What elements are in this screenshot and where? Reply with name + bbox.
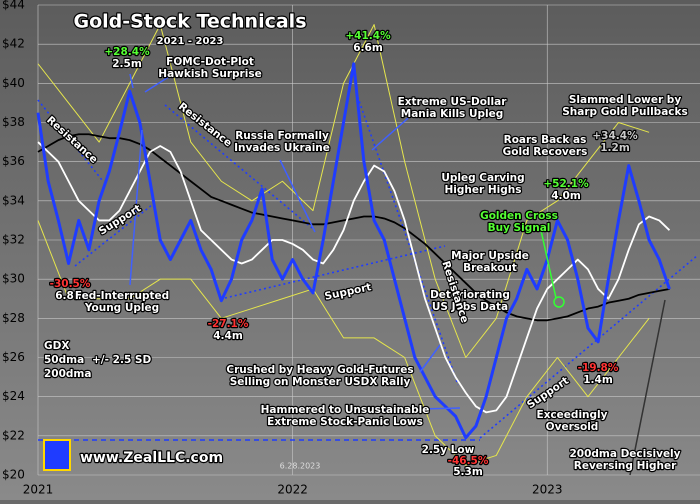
y-tick-label: $32 xyxy=(2,233,25,247)
annotation: Hammered to Unsustainable xyxy=(261,404,430,416)
trend-line xyxy=(164,104,313,229)
golden-cross-marker xyxy=(553,296,565,308)
arrow xyxy=(129,129,143,286)
trend-line xyxy=(37,99,103,181)
annotation: 4.0m xyxy=(551,190,581,202)
annotation: Gold Recovers xyxy=(503,146,588,158)
legend-label: 50dma xyxy=(44,354,84,366)
annotation: 1.4m xyxy=(583,374,613,386)
y-tick-label: $26 xyxy=(2,350,25,364)
x-tick-label: 2021 xyxy=(23,483,54,497)
legend-label: 200dma xyxy=(44,368,91,380)
annotation: -27.1% xyxy=(208,318,249,330)
annotation: 2.5m xyxy=(112,58,142,70)
date: 6.28.2023 xyxy=(280,462,321,471)
arrow xyxy=(379,407,461,411)
arrow xyxy=(371,111,416,151)
annotation: 1.2m xyxy=(600,142,630,154)
y-tick-label: $36 xyxy=(2,154,25,168)
annotation: US Jobs Data xyxy=(432,301,508,313)
site: www.ZealLLC.com xyxy=(80,450,223,466)
annotation: Sharp Gold Pullbacks xyxy=(562,106,688,118)
annotation: Extreme US-Dollar xyxy=(398,96,508,108)
annotation: 2.5y Low xyxy=(422,444,475,456)
annotation: Invades Ukraine xyxy=(234,142,330,154)
annotation: Mania Kills Upleg xyxy=(401,108,503,120)
y-tick-label: $28 xyxy=(2,311,25,325)
annotation: -19.8% xyxy=(578,362,619,374)
y-tick-label: $24 xyxy=(2,389,25,403)
logo xyxy=(43,439,71,471)
y-tick-label: $44 xyxy=(2,0,25,12)
arrows xyxy=(129,73,666,476)
y-tick-label: $38 xyxy=(2,115,25,129)
legend-label: +/- 2.5 SD xyxy=(92,354,151,366)
annotation: Crushed by Heavy Gold-Futures xyxy=(226,364,413,376)
annotation: -46.5% xyxy=(448,455,489,467)
annotation: Deteriorating xyxy=(430,289,510,301)
chart-title: Gold-Stock Technicals xyxy=(73,11,306,33)
arrow xyxy=(419,344,441,373)
annotation: Russia Formally xyxy=(235,130,329,142)
chart-subtitle: 2021 - 2023 xyxy=(157,36,224,47)
annotation: +28.4% xyxy=(104,46,150,58)
arrow xyxy=(539,225,557,299)
arrow xyxy=(629,299,666,476)
x-tick-label: 2023 xyxy=(532,483,563,497)
annotation: Exceedingly xyxy=(537,409,608,421)
annotation: Major Upside xyxy=(451,250,529,262)
annotation: Higher Highs xyxy=(445,184,522,196)
annotation: +52.1% xyxy=(543,178,589,190)
annotation: Fed-Interrupted xyxy=(75,290,169,302)
series-line xyxy=(36,62,671,440)
annotation: FOMC-Dot-Plot xyxy=(166,56,254,68)
band-upper xyxy=(37,24,650,358)
y-tick-label: $22 xyxy=(2,428,25,442)
arrow xyxy=(129,73,134,89)
legend-label: GDX xyxy=(44,340,69,352)
annotation: Upleg Carving xyxy=(441,172,524,184)
y-tick-label: $42 xyxy=(2,37,25,51)
annotation: Oversold xyxy=(546,421,599,433)
annotation: 4.4m xyxy=(213,330,243,342)
annotation: Golden Cross xyxy=(480,210,558,222)
y-tick-label: $20 xyxy=(2,468,25,482)
annotation: Slammed Lower by xyxy=(569,94,681,106)
trend-lines xyxy=(37,91,699,441)
annotation: Selling on Monster USDX Rally xyxy=(230,376,411,388)
arrow xyxy=(279,159,316,233)
trend-line xyxy=(74,204,153,267)
annotation: Buy Signal xyxy=(488,222,551,234)
band-lower xyxy=(37,220,650,466)
annotation: 200dma Decisively xyxy=(569,448,680,460)
annotation: Extreme Stock-Panic Lows xyxy=(267,416,423,428)
y-tick-label: $30 xyxy=(2,272,25,286)
annotation: Young Upleg xyxy=(84,302,159,314)
y-tick-label: $34 xyxy=(2,193,25,207)
x-tick-label: 2022 xyxy=(277,483,308,497)
series-line xyxy=(37,141,671,414)
annotation: +41.4% xyxy=(345,30,391,42)
annotation: 6.6m xyxy=(353,42,383,54)
annotation: Roars Back as xyxy=(504,134,587,146)
arrow xyxy=(144,75,171,93)
annotation: 5.3m xyxy=(453,466,483,478)
trend-line xyxy=(355,91,459,386)
annotation: 6.8m xyxy=(55,290,85,302)
annotation: Reversing Higher xyxy=(574,460,677,472)
annotation: +34.4% xyxy=(592,130,638,142)
annotation: -30.5% xyxy=(50,278,91,290)
annotation: Breakout xyxy=(463,262,517,274)
y-tick-label: $40 xyxy=(2,76,25,90)
annotation: Hawkish Surprise xyxy=(158,68,261,80)
